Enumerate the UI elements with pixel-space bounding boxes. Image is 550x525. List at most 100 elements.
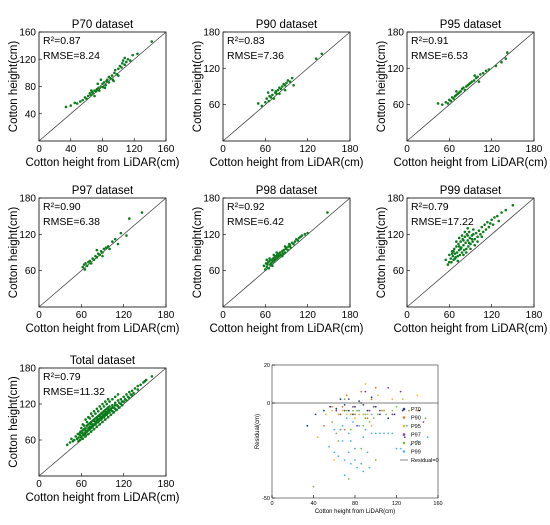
data-point	[92, 409, 96, 413]
data-point	[289, 246, 293, 249]
data-point	[490, 218, 493, 222]
data-point-p99	[352, 421, 354, 423]
x-tick-label: 120	[299, 144, 316, 155]
data-point-p99	[347, 451, 350, 454]
data-point-p99	[358, 409, 361, 412]
data-point-p99	[364, 428, 367, 431]
r-squared-label: R²=0.87	[43, 35, 81, 47]
data-point-p70	[387, 417, 390, 420]
y-tick-label: 120	[203, 230, 220, 241]
data-point	[470, 237, 474, 241]
r-squared-label: R²=0.79	[411, 201, 449, 213]
data-point	[105, 413, 109, 417]
data-point-p70	[329, 405, 331, 408]
data-point	[292, 83, 295, 87]
data-point	[98, 423, 101, 426]
y-axis-label: Cotton height(cm)	[192, 41, 204, 133]
rmse-label: RMSE=17.22	[411, 216, 474, 228]
y-tick-label: 120	[387, 230, 404, 241]
data-point	[116, 393, 120, 396]
data-point	[472, 228, 475, 231]
x-tick-label: 180	[158, 310, 175, 321]
y-tick-label: 40	[25, 109, 37, 120]
data-point	[314, 57, 318, 60]
x-tick-label: 180	[526, 310, 543, 321]
data-point	[467, 245, 470, 248]
legend-label: P90	[411, 416, 421, 422]
chart-panel-5: 0 60 120 180 60 120 180 P98 dataset Cotton heigh…	[192, 185, 364, 335]
data-point	[282, 248, 285, 252]
data-point	[256, 102, 260, 105]
data-point	[121, 59, 125, 62]
r-squared-label: R²=0.83	[227, 35, 265, 47]
data-point	[480, 225, 484, 229]
rmse-label: RMSE=6.42	[227, 216, 284, 228]
x-tick-label: 120	[483, 310, 500, 321]
data-point	[96, 82, 100, 86]
data-point-p90	[370, 398, 373, 401]
data-point	[84, 418, 87, 421]
y-axis-label: Cotton height(cm)	[8, 41, 20, 133]
data-point	[89, 262, 93, 265]
data-point-p99	[416, 440, 419, 442]
data-point-p99	[387, 432, 390, 435]
data-point	[267, 266, 271, 270]
data-point-p99	[356, 466, 358, 469]
data-point	[104, 400, 107, 403]
data-point	[125, 60, 128, 64]
data-point	[64, 105, 68, 109]
x-tick-label: 120	[115, 479, 132, 490]
chart-title: P98 dataset	[256, 185, 318, 197]
data-point	[108, 400, 111, 403]
data-point	[440, 103, 444, 106]
data-point	[99, 407, 103, 411]
y-tick-label: 120	[19, 230, 36, 241]
data-point	[96, 409, 100, 413]
data-point	[87, 432, 90, 436]
data-point-p97	[343, 409, 346, 412]
data-point-p97	[391, 413, 394, 416]
data-point	[449, 257, 453, 260]
data-point-p90	[345, 394, 348, 397]
data-point	[476, 75, 479, 79]
data-point	[103, 86, 107, 90]
data-point	[80, 436, 83, 439]
data-point	[453, 257, 457, 260]
data-point-p99	[405, 424, 408, 427]
data-point	[450, 252, 454, 256]
data-point	[77, 439, 80, 443]
data-point-p70	[358, 400, 361, 402]
x-axis-label: Cotton height from LiDAR(cm)	[25, 492, 179, 504]
data-point	[89, 412, 93, 415]
data-point-p99	[341, 440, 344, 442]
y-tick-label: 180	[387, 28, 404, 39]
data-point-p98	[362, 424, 365, 427]
x-tick-label: 60	[260, 310, 272, 321]
chart-panel-1: 0 40 80 120 160 40 80 120 160 P70 dataset Cotton h…	[8, 19, 180, 169]
data-point-p99	[339, 428, 342, 431]
x-tick-label: 0	[36, 479, 42, 490]
data-point	[140, 211, 144, 214]
data-point	[72, 438, 76, 442]
data-point	[86, 94, 90, 98]
data-point	[290, 76, 294, 80]
data-point	[466, 239, 469, 242]
data-point	[296, 239, 300, 242]
data-point-p70	[374, 405, 377, 408]
one-to-one-line	[222, 197, 351, 308]
data-point	[496, 214, 499, 218]
x-tick-label: 160	[158, 144, 175, 155]
data-point	[436, 102, 440, 105]
data-point-p98	[364, 417, 367, 420]
x-tick-label: 0	[270, 501, 273, 507]
r-squared-label: R²=0.79	[43, 371, 81, 383]
data-point	[95, 417, 99, 420]
data-point	[271, 93, 274, 97]
data-point-p90	[408, 409, 410, 412]
data-point	[89, 93, 92, 96]
data-point	[500, 60, 503, 64]
y-axis-label: Cotton height(cm)	[192, 207, 204, 299]
y-tick-label: 20	[264, 363, 270, 369]
data-point-p95	[401, 398, 404, 401]
data-point-p99	[333, 451, 336, 454]
